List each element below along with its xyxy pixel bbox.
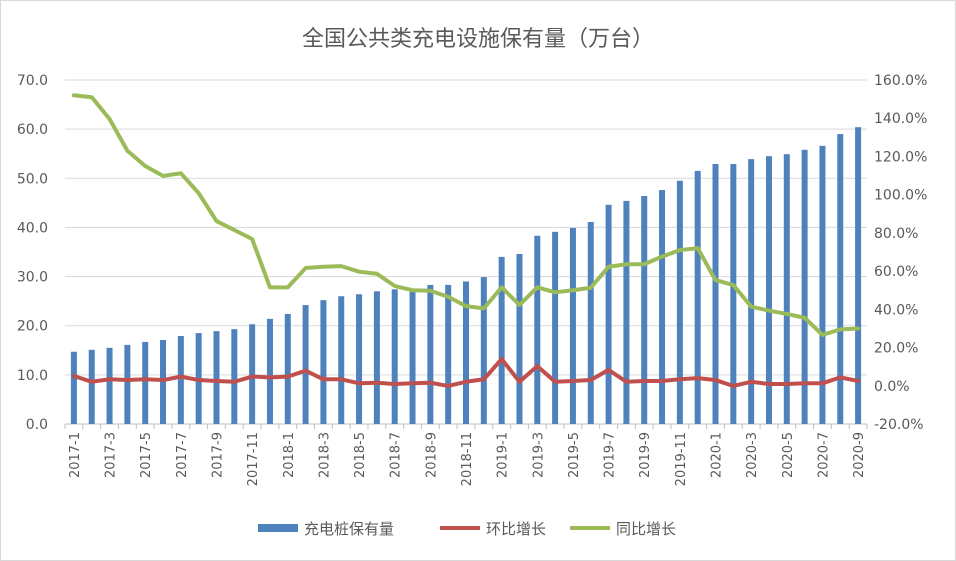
x-tick-label: 2018-1 [282, 432, 297, 478]
bar [587, 222, 594, 424]
bar [88, 349, 95, 424]
x-tick-label: 2019-11 [674, 432, 689, 486]
left-tick-label: 60.0 [17, 122, 48, 138]
bar [302, 305, 309, 424]
bar [855, 127, 862, 425]
x-tick-label: 2018-7 [389, 432, 404, 478]
bar [837, 134, 844, 425]
bar [480, 277, 487, 424]
bar [391, 289, 398, 424]
x-tick-label: 2019-1 [496, 432, 511, 478]
x-tick-label: 2020-3 [745, 432, 760, 478]
legend-label: 充电桩保有量 [304, 520, 394, 538]
bar [694, 170, 701, 424]
bar [266, 318, 273, 424]
x-tick-label: 2019-9 [638, 432, 653, 478]
bar [765, 156, 772, 424]
left-tick-label: 0.0 [26, 417, 48, 433]
x-tick-label: 2020-7 [816, 432, 831, 478]
bar [356, 294, 363, 424]
x-tick-label: 2020-1 [710, 432, 725, 478]
x-tick-label: 2017-11 [246, 432, 261, 486]
legend-swatch [258, 524, 298, 532]
right-tick-label: 40.0% [874, 302, 918, 318]
left-tick-label: 50.0 [17, 171, 48, 187]
bar [463, 281, 469, 424]
left-tick-label: 30.0 [17, 270, 48, 286]
right-tick-label: -20.0% [874, 417, 924, 433]
bar [676, 180, 683, 424]
legend-label: 环比增长 [486, 520, 546, 538]
bar [373, 291, 380, 424]
bar [124, 344, 131, 424]
x-tick-label: 2018-9 [424, 432, 439, 478]
right-axis-ticks: -20.0% 0.0% 20.0% 40.0% 60.0% 80.0% 100.0% 120.… [874, 73, 927, 433]
bar [409, 290, 416, 424]
x-tick-label: 2018-5 [353, 432, 368, 478]
bar [106, 347, 113, 424]
bar [534, 235, 541, 424]
right-tick-label: 100.0% [874, 188, 927, 204]
bar [516, 253, 523, 424]
chart-title: 全国公共类充电设施保有量（万台） [302, 27, 654, 52]
bar [231, 329, 238, 424]
bar [783, 154, 790, 424]
right-tick-label: 80.0% [874, 226, 918, 242]
bar [712, 164, 719, 424]
bar [445, 284, 452, 424]
bar [641, 195, 648, 424]
bar [284, 313, 291, 424]
left-axis-ticks: 0.0 10.0 20.0 30.0 40.0 50.0 60.0 70.0 [17, 73, 48, 433]
bar [801, 149, 808, 425]
x-tick-label: 2019-7 [603, 432, 618, 478]
x-tick-label: 2020-9 [852, 432, 867, 478]
bar [819, 145, 826, 424]
right-tick-label: 60.0% [874, 264, 918, 280]
bar [569, 227, 576, 424]
bar [142, 341, 149, 424]
bar [249, 324, 256, 424]
bar [623, 200, 630, 424]
bar [320, 300, 327, 424]
right-tick-label: 160.0% [874, 73, 927, 89]
x-tick-label: 2018-11 [460, 432, 475, 486]
bar [213, 331, 220, 424]
right-tick-label: 140.0% [874, 111, 927, 127]
bar [730, 164, 737, 424]
legend-label: 同比增长 [616, 520, 676, 538]
left-tick-label: 70.0 [17, 73, 48, 89]
x-tick-label: 2017-7 [175, 432, 190, 478]
line-series [71, 93, 861, 388]
bar [498, 256, 505, 424]
right-tick-label: 120.0% [874, 149, 927, 165]
bar [70, 351, 77, 424]
right-tick-label: 20.0% [874, 341, 918, 357]
bar [552, 231, 559, 424]
bar [748, 159, 755, 424]
bar [427, 284, 434, 424]
bar [338, 296, 345, 424]
x-tick-label: 2017-9 [210, 432, 225, 478]
x-axis-ticks: 2017-1 2017-3 2017-5 2017-7 2017-9 2017-11 201… [64, 424, 868, 486]
legend: 充电桩保有量 环比增长 同比增长 [258, 520, 676, 538]
bar [605, 204, 612, 424]
right-tick-label: 0.0% [874, 379, 910, 395]
left-tick-label: 40.0 [17, 220, 48, 236]
x-tick-label: 2019-3 [531, 432, 546, 478]
bar [177, 336, 184, 424]
left-tick-label: 10.0 [17, 368, 48, 384]
x-tick-label: 2019-5 [567, 432, 582, 478]
x-tick-label: 2018-3 [317, 432, 332, 478]
x-tick-label: 2017-3 [104, 432, 119, 478]
x-tick-label: 2020-5 [781, 432, 796, 478]
left-tick-label: 20.0 [17, 319, 48, 335]
x-tick-label: 2017-5 [139, 432, 154, 478]
bar [659, 190, 666, 424]
x-tick-label: 2017-1 [68, 432, 83, 478]
